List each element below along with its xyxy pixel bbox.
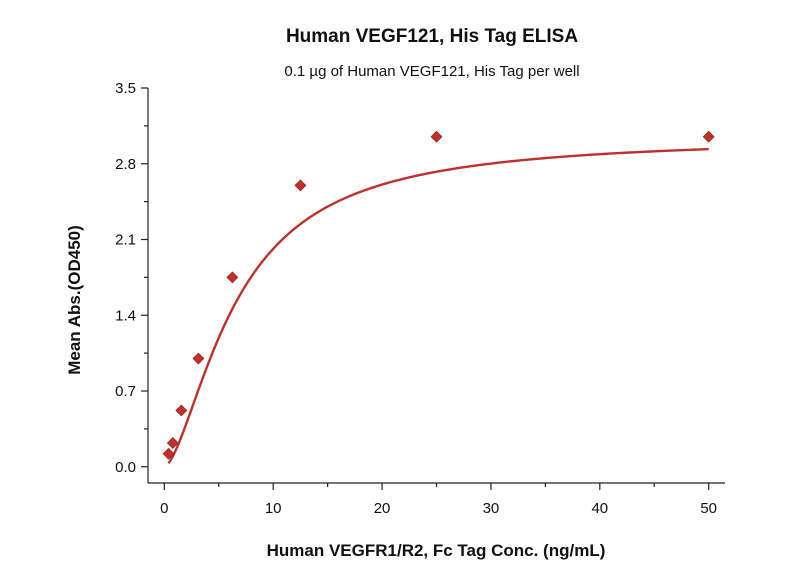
y-ticks: 0.0 0.7 1.4 2.1 2.8 3.5: [115, 80, 148, 476]
y-tick-label: 0.7: [115, 383, 136, 400]
y-tick-label: 1.4: [115, 307, 136, 324]
x-tick-label: 20: [374, 500, 391, 517]
y-axis-label: Mean Abs.(OD450): [65, 225, 84, 375]
y-axis: 0.0 0.7 1.4 2.1 2.8 3.5: [115, 80, 149, 483]
data-point: [166, 437, 179, 449]
chart-title: Human VEGF121, His Tag ELISA: [286, 26, 578, 47]
x-tick-label: 10: [265, 500, 282, 517]
y-tick-label: 2.1: [115, 232, 136, 249]
fit-curve: [167, 147, 709, 464]
x-ticks: 0 10 20 30 40 50: [160, 483, 717, 517]
data-point: [162, 447, 175, 460]
y-tick-label: 2.8: [115, 156, 136, 173]
x-tick-label: 40: [591, 500, 608, 517]
y-tick-label: 3.5: [115, 80, 136, 97]
data-point: [294, 179, 307, 192]
x-tick-label: 30: [483, 500, 500, 517]
x-axis-label: Human VEGFR1/R2, Fc Tag Conc. (ng/mL): [267, 541, 606, 560]
data-point: [226, 271, 239, 284]
chart-subtitle: 0.1 µg of Human VEGF121, His Tag per wel…: [284, 63, 579, 80]
data-point: [430, 130, 443, 143]
data-points: [162, 130, 715, 460]
data-point: [175, 404, 188, 417]
data-point: [702, 130, 715, 143]
x-tick-label: 50: [700, 500, 717, 517]
y-tick-label: 0.0: [115, 459, 136, 476]
x-tick-label: 0: [160, 500, 168, 517]
data-point: [192, 352, 205, 365]
x-axis: 0 10 20 30 40 50: [148, 482, 725, 517]
